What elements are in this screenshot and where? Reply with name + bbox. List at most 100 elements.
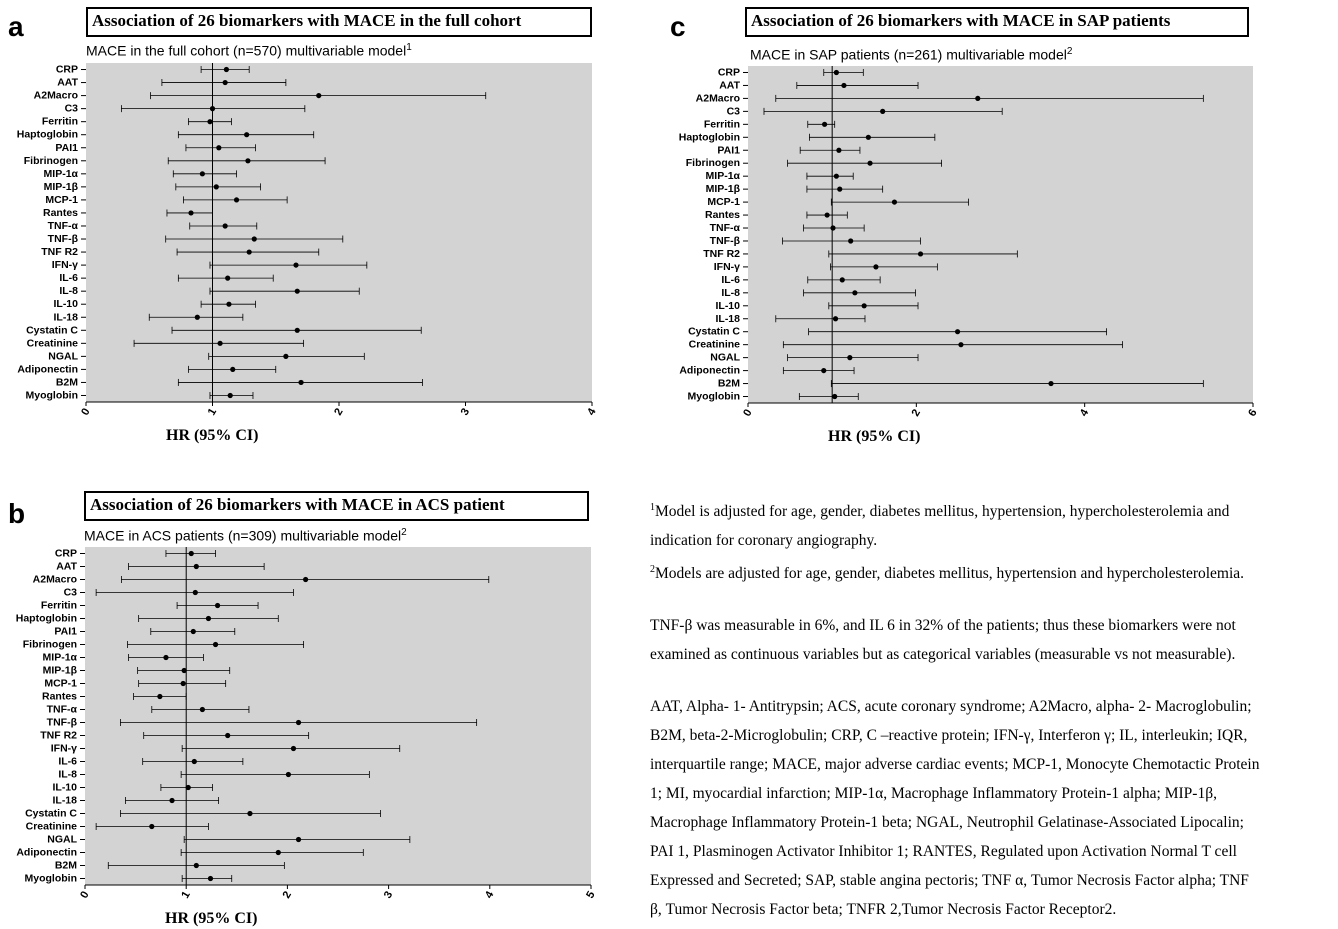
hr-point xyxy=(205,615,212,622)
hr-point xyxy=(861,303,867,309)
category-label: IFN-γ xyxy=(714,261,740,273)
category-label: MIP-1α xyxy=(43,652,78,664)
category-label: C3 xyxy=(727,105,741,117)
hr-point xyxy=(169,797,175,804)
category-label: Cystatin C xyxy=(25,808,77,820)
panel-letter-b: b xyxy=(8,498,26,529)
chart-subtitle-c-text: MACE in SAP patients (n=261) multivariab… xyxy=(750,46,1067,63)
hr-point xyxy=(865,134,871,140)
panel-letter-a: a xyxy=(8,11,24,42)
chart-subtitle-c: MACE in SAP patients (n=261) multivariab… xyxy=(750,46,1072,63)
abbreviation-line: B2M, beta-2-Microglobulin; CRP, C –react… xyxy=(650,727,1248,745)
hr-point xyxy=(193,563,199,570)
hr-point xyxy=(954,329,961,335)
category-label: Haptoglobin xyxy=(679,131,740,143)
chart-subtitle-a: MACE in the full cohort (n=570) multivar… xyxy=(86,42,412,59)
hr-point xyxy=(216,145,222,151)
category-label: MIP-1β xyxy=(706,183,741,195)
category-label: MIP-1α xyxy=(44,168,79,180)
footnotes: 1Model is adjusted for age, gender, diab… xyxy=(650,493,1330,924)
hr-point xyxy=(891,199,898,205)
hr-point xyxy=(294,327,300,333)
hr-point xyxy=(975,95,981,102)
hr-point xyxy=(244,132,250,138)
hr-point xyxy=(188,210,194,216)
footnote-1-text: Model is adjusted for age, gender, diabe… xyxy=(655,503,1230,521)
hr-point xyxy=(275,849,281,856)
abbreviation-line: β, Tumor Necrosis Factor beta; TNFR 2,Tu… xyxy=(650,901,1117,919)
hr-point xyxy=(832,393,838,400)
hr-point xyxy=(188,550,194,557)
forest-plot-c: 0 2 4 6 HR (95% CI) CRPAATA2MacroC3FerritinHa… xyxy=(679,66,1260,445)
hr-point xyxy=(207,119,213,125)
category-label: Cystatin C xyxy=(688,326,740,338)
category-label: C3 xyxy=(64,587,78,599)
category-label: MIP-1β xyxy=(44,181,79,193)
hr-point xyxy=(192,589,198,596)
hr-point xyxy=(295,836,302,843)
category-label: AAT xyxy=(56,561,77,573)
x-axis-title: HR (95% CI) xyxy=(165,910,257,927)
hr-point xyxy=(247,810,253,817)
x-tick-label: 3 xyxy=(382,889,395,900)
chart-subtitle-a-text: MACE in the full cohort (n=570) multivar… xyxy=(86,42,407,59)
hr-point xyxy=(193,862,199,869)
hr-point xyxy=(251,236,257,242)
hr-point xyxy=(832,316,839,322)
footnote-2-text: Models are adjusted for age, gender, dia… xyxy=(655,565,1245,583)
category-label: IL-10 xyxy=(715,300,740,312)
category-label: Cystatin C xyxy=(26,324,78,336)
category-label: MIP-1β xyxy=(43,665,78,677)
category-label: IL-6 xyxy=(59,272,78,284)
abbreviation-line: AAT, Alpha- 1- Antitrypsin; ACS, acute c… xyxy=(650,698,1252,716)
category-label: Adiponectin xyxy=(17,363,78,375)
category-label: A2Macro xyxy=(33,574,77,586)
hr-point xyxy=(821,367,827,374)
hr-point xyxy=(180,680,186,687)
category-label: MIP-1α xyxy=(706,170,741,182)
hr-point xyxy=(839,277,845,283)
chart-subtitle-b-sup: 2 xyxy=(401,527,407,538)
category-label: Creatinine xyxy=(27,337,79,349)
hr-point xyxy=(830,225,836,231)
hr-point xyxy=(163,654,169,661)
category-label: IL-8 xyxy=(721,287,740,299)
category-label: IL-10 xyxy=(53,298,78,310)
hr-point xyxy=(837,186,843,192)
category-label: B2M xyxy=(718,378,740,390)
hr-point xyxy=(824,212,830,218)
forest-plot-b: 0 1 2 3 4 5 HR (95% CI) CRPAATA2MacroC3Ferritin… xyxy=(16,547,598,927)
forest-plot-a: 0 1 2 3 4HR (95% CI)CRPAATA2MacroC3FerritinH… xyxy=(17,63,599,444)
category-label: IL-18 xyxy=(52,795,77,807)
x-tick-label: 4 xyxy=(483,889,497,901)
hr-point xyxy=(293,262,299,268)
hr-point xyxy=(181,667,187,674)
hr-point xyxy=(841,82,847,89)
hr-point xyxy=(303,576,309,583)
category-label: Ferritin xyxy=(704,118,740,130)
category-label: Ferritin xyxy=(41,600,77,612)
category-label: IFN-γ xyxy=(52,259,78,271)
category-label: A2Macro xyxy=(696,92,740,104)
plot-area xyxy=(85,547,591,885)
category-label: IL-18 xyxy=(715,313,740,325)
hr-point xyxy=(294,288,300,294)
hr-point xyxy=(213,184,219,190)
abbreviation-line: Expressed and Secreted; SAP, stable angi… xyxy=(650,872,1249,890)
hr-point xyxy=(295,719,302,726)
category-label: Ferritin xyxy=(42,116,78,128)
chart-subtitle-b-text: MACE in ACS patients (n=309) multivariab… xyxy=(84,527,402,544)
category-label: CRP xyxy=(55,548,77,560)
hr-point xyxy=(194,314,200,320)
category-label: Creatinine xyxy=(689,339,741,351)
category-label: CRP xyxy=(56,64,78,76)
category-label: TNF-α xyxy=(47,704,78,716)
hr-point xyxy=(225,732,231,739)
category-label: IL-6 xyxy=(721,274,740,286)
x-axis-title: HR (95% CI) xyxy=(166,427,258,444)
hr-point xyxy=(225,275,231,281)
measurable-note-line: TNF-β was measurable in 6%, and IL 6 in … xyxy=(650,617,1236,635)
hr-point xyxy=(848,238,854,244)
x-tick-label: 1 xyxy=(206,406,219,417)
hr-point xyxy=(867,160,873,166)
